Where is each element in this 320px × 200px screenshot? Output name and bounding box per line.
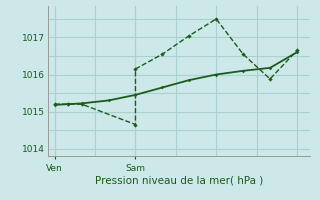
X-axis label: Pression niveau de la mer( hPa ): Pression niveau de la mer( hPa ) [95, 175, 263, 185]
